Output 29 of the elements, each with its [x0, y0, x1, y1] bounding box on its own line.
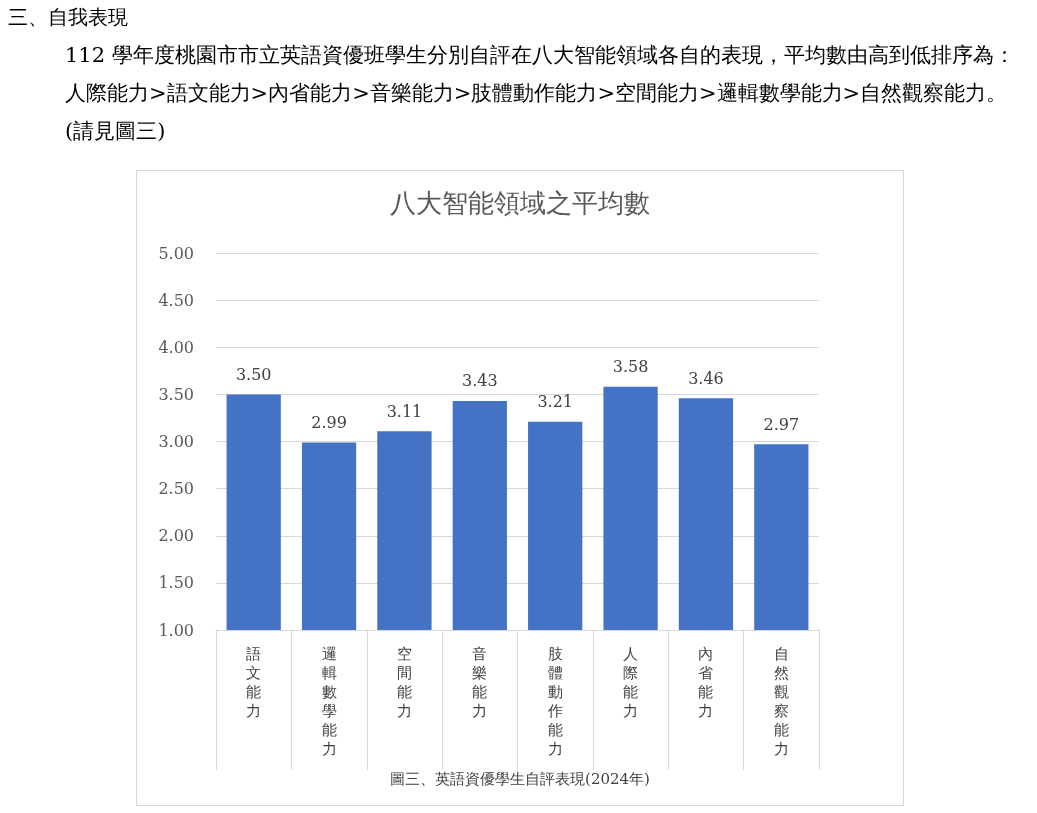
y-tick-label: 1.00 [158, 620, 194, 640]
x-tick-label: 音樂能力 [472, 644, 488, 720]
y-tick-label: 2.50 [158, 479, 194, 499]
data-label: 3.58 [612, 357, 649, 377]
x-tick-label: 自然觀察能力 [773, 644, 789, 758]
data-label: 3.11 [386, 401, 423, 421]
x-tick-label: 肢體動作能力 [546, 644, 563, 758]
y-tick-label: 3.50 [158, 384, 194, 404]
x-tick-label: 內省能力 [698, 644, 714, 720]
data-label: 2.99 [311, 412, 347, 432]
y-tick-label: 3.00 [158, 432, 194, 451]
data-label: 3.46 [688, 368, 724, 388]
x-tick-label: 邏輯數學能力 [321, 644, 337, 758]
data-label: 2.97 [763, 414, 800, 434]
x-tick-label: 語文能力 [246, 644, 262, 720]
y-tick-label: 2.00 [158, 526, 194, 546]
chart-title: 八大智能領域之平均數 [390, 188, 650, 218]
y-tick-label: 5.00 [158, 243, 194, 263]
x-axis-title: 圖三、英語資優學生自評表現(2024年) [390, 769, 650, 788]
data-label: 3.50 [235, 364, 272, 384]
y-tick-label: 4.00 [158, 337, 194, 357]
x-tick-label: 空間能力 [396, 644, 412, 720]
text: 三、自我表現 [8, 5, 129, 29]
data-label: 3.21 [537, 392, 573, 412]
y-tick-label: 4.50 [158, 290, 194, 310]
y-tick-label: 1.50 [158, 573, 194, 593]
data-label: 3.43 [462, 371, 498, 391]
text: 112 學年度桃園市市立英語資優班學生分別自評在八大智能領域各自的表現，平均數由高到低排序為：人際能力>語文能力>內省能力>音樂能力>肢體動作能力>空間能力>邏輯數學能力>自然觀察能力。(請見圖三) [65, 42, 1016, 145]
x-tick-label: 人際能力 [623, 644, 639, 720]
